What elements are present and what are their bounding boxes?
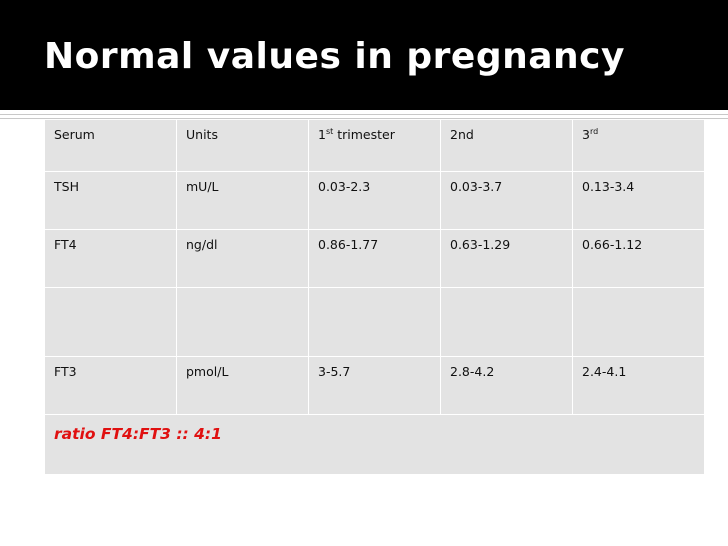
title-bar: Normal values in pregnancy [0, 0, 728, 110]
ratio-note: ratio FT4:FT3 :: 4:1 [44, 414, 705, 475]
cell-second-trimester: 0.03-3.7 [440, 171, 573, 230]
table-row: TSH mU/L 0.03-2.3 0.03-3.7 0.13-3.4 [44, 171, 705, 230]
table-row [44, 287, 705, 357]
divider-line [0, 118, 728, 119]
table-row: FT4 ng/dl 0.86-1.77 0.63-1.29 0.66-1.12 [44, 229, 705, 288]
cell-first-trimester [308, 287, 441, 357]
cell-second-trimester [440, 287, 573, 357]
table-header-row: Serum Units 1st trimester 2nd 3rd [44, 119, 705, 172]
header-first-trimester-number: 1 [318, 127, 326, 142]
header-third-trimester: 3rd [572, 119, 705, 172]
header-units: Units [176, 119, 309, 172]
cell-units: pmol/L [176, 356, 309, 415]
cell-units: mU/L [176, 171, 309, 230]
normal-values-table: Serum Units 1st trimester 2nd 3rd TSH mU… [44, 119, 705, 475]
cell-first-trimester: 3-5.7 [308, 356, 441, 415]
cell-first-trimester: 0.03-2.3 [308, 171, 441, 230]
header-first-trimester-ordinal: st [325, 126, 334, 136]
cell-third-trimester: 2.4-4.1 [572, 356, 705, 415]
table-footer-row: ratio FT4:FT3 :: 4:1 [44, 414, 705, 475]
cell-units [176, 287, 309, 357]
cell-second-trimester: 0.63-1.29 [440, 229, 573, 288]
cell-third-trimester [572, 287, 705, 357]
header-first-trimester: 1st trimester [308, 119, 441, 172]
cell-second-trimester: 2.8-4.2 [440, 356, 573, 415]
header-third-trimester-number: 3 [582, 127, 590, 142]
cell-first-trimester: 0.86-1.77 [308, 229, 441, 288]
cell-serum: TSH [44, 171, 177, 230]
header-second-trimester: 2nd [440, 119, 573, 172]
cell-serum: FT4 [44, 229, 177, 288]
cell-serum [44, 287, 177, 357]
header-third-trimester-ordinal: rd [589, 126, 599, 136]
slide-title: Normal values in pregnancy [44, 36, 625, 77]
cell-third-trimester: 0.13-3.4 [572, 171, 705, 230]
cell-third-trimester: 0.66-1.12 [572, 229, 705, 288]
table-row: FT3 pmol/L 3-5.7 2.8-4.2 2.4-4.1 [44, 356, 705, 415]
header-first-trimester-label: trimester [333, 127, 395, 142]
divider-line [0, 114, 728, 115]
header-serum: Serum [44, 119, 177, 172]
cell-units: ng/dl [176, 229, 309, 288]
cell-serum: FT3 [44, 356, 177, 415]
